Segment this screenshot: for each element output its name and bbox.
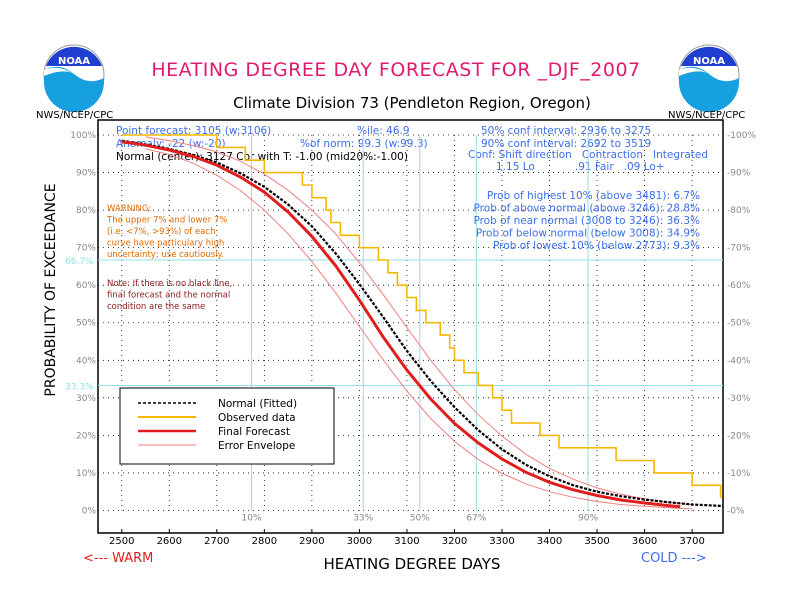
y-tick-label-right: -50% — [727, 319, 751, 329]
pct-norm-text: %of norm: 99.3 (w:99.3) — [300, 138, 428, 150]
percentile-label: 10% — [242, 513, 262, 523]
y-tick-label-right: -10% — [727, 469, 751, 479]
y-tick-label-left: 0% — [82, 506, 97, 516]
noaa-logo-left-text: NOAA — [58, 56, 90, 67]
y-tick-label-right: -100% — [727, 131, 756, 141]
noaa-logo-left: NOAA — [43, 44, 105, 112]
noaa-logo-right: NOAA — [678, 44, 740, 112]
legend: Normal (Fitted) Observed data Final Fore… — [119, 387, 335, 465]
y-tick-label-left: 100% — [70, 131, 96, 141]
agency-right-label: NWS/NCEP/CPC — [668, 110, 745, 121]
x-axis-title: HEATING DEGREE DAYS — [324, 555, 501, 573]
probability-line: Prob of above normal (above 3246): 28.8% — [474, 203, 700, 215]
warm-label: <--- WARM — [83, 551, 153, 566]
y-tick-label-left: 80% — [76, 206, 96, 216]
legend-box — [119, 387, 335, 465]
point-forecast-text: Point forecast: 3105 (w:3106) — [116, 125, 271, 137]
percentile-label: 33% — [353, 513, 373, 523]
x-tick-label: 2700 — [204, 536, 229, 547]
probability-line: Prob of near normal (3008 to 3246): 36.3… — [473, 215, 700, 227]
x-tick-label: 2800 — [252, 536, 277, 547]
percentile-text: %ile: 46.9 — [357, 125, 410, 137]
note-block: Note: If there is no black line, final fo… — [107, 279, 232, 312]
x-tick-label: 3000 — [347, 536, 372, 547]
axis-layer: 66.7% 33.3% 10% 33% 50% 67% 90% 0% -0% 10% -10% 20%… — [65, 131, 756, 547]
legend-label-normal: Normal (Fitted) — [218, 398, 297, 410]
legend-label-observed: Observed data — [218, 412, 296, 424]
conf90-text: 90% conf interval: 2692 to 3519 — [481, 138, 651, 150]
x-tick-label: 2500 — [109, 536, 134, 547]
warning-line: The upper 7% and lower 7% — [106, 216, 227, 226]
y-tick-label-left: 50% — [76, 319, 96, 329]
chart-title: HEATING DEGREE DAY FORECAST FOR _DJF_200… — [151, 59, 640, 81]
y-axis-title: PROBABILITY OF EXCEEDANCE — [43, 183, 59, 396]
x-tick-label: 3300 — [489, 536, 514, 547]
warning-line: uncertainty; use cautiously. — [107, 250, 224, 260]
conf-values-text: 1.15 Lo .91 Fair .09 Lo+ — [496, 161, 665, 173]
probability-line: Prob of highest 10% (above 3481): 6.7% — [487, 190, 700, 202]
warning-line: (i.e. <7%, >93%) of each — [107, 227, 215, 237]
series-final-forecast — [121, 140, 681, 509]
ref-level-label: 33.3% — [65, 382, 94, 392]
warning-line: curve have particulary high — [107, 239, 224, 249]
note-line: final forecast and the normal — [107, 291, 230, 301]
y-tick-label-left: 70% — [76, 244, 96, 254]
x-tick-label: 2900 — [299, 536, 324, 547]
note-line: condition are the same — [107, 302, 205, 312]
y-tick-label-left: 90% — [76, 169, 96, 179]
percentile-label: 90% — [578, 513, 598, 523]
note-line: Note: If there is no black line, — [107, 279, 232, 289]
y-tick-label-left: 10% — [76, 469, 96, 479]
x-tick-label: 3400 — [537, 536, 562, 547]
x-tick-label: 3200 — [442, 536, 467, 547]
y-tick-label-left: 40% — [76, 356, 96, 366]
x-tick-label: 3700 — [679, 536, 704, 547]
x-tick-label: 3600 — [632, 536, 657, 547]
legend-label-forecast: Final Forecast — [218, 426, 290, 438]
series-normal-fitted — [121, 139, 724, 508]
series-observed-data — [121, 134, 722, 499]
series-error-envelope-upper — [145, 136, 693, 506]
probability-line: Prob of lowest 10% (below 2773): 9.3% — [493, 240, 700, 252]
y-tick-label-right: -40% — [727, 356, 751, 366]
noaa-logo-right-text: NOAA — [693, 56, 725, 67]
warning-block: WARNING: The upper 7% and lower 7%(i.e. <… — [106, 204, 227, 260]
cold-label: COLD ---> — [641, 551, 707, 566]
percentile-label: 50% — [410, 513, 430, 523]
y-tick-label-right: -80% — [727, 206, 751, 216]
conf50-text: 50% conf interval: 2936 to 3275 — [481, 125, 651, 137]
y-tick-label-right: -90% — [727, 169, 751, 179]
y-tick-label-right: -70% — [727, 244, 751, 254]
grid-layer — [98, 134, 723, 511]
warning-line: WARNING: — [107, 204, 151, 214]
normal-text: Normal (center): 3127 Cor with T: -1.00 … — [116, 151, 408, 163]
percentile-label: 67% — [466, 513, 486, 523]
agency-left-label: NWS/NCEP/CPC — [36, 110, 113, 121]
y-tick-label-right: -60% — [727, 281, 751, 291]
probability-line: Prob of below normal (below 3008): 34.9% — [476, 228, 700, 240]
legend-label-envelope: Error Envelope — [218, 440, 295, 452]
y-tick-label-left: 60% — [76, 281, 96, 291]
y-tick-label-right: -0% — [727, 506, 745, 516]
series-error-envelope-lower — [145, 148, 693, 510]
y-tick-label-right: -20% — [727, 431, 751, 441]
probability-text-block: Prob of highest 10% (above 3481): 6.7%Pr… — [473, 190, 700, 252]
y-tick-label-left: 30% — [76, 394, 96, 404]
chart-subtitle: Climate Division 73 (Pendleton Region, O… — [233, 94, 591, 112]
x-tick-label: 3500 — [584, 536, 609, 547]
ref-level-label: 66.7% — [65, 257, 94, 267]
x-tick-label: 3100 — [394, 536, 419, 547]
y-tick-label-left: 20% — [76, 431, 96, 441]
y-tick-label-right: -30% — [727, 394, 751, 404]
plot-frame — [97, 119, 724, 534]
x-tick-label: 2600 — [157, 536, 182, 547]
series-layer — [121, 134, 724, 510]
